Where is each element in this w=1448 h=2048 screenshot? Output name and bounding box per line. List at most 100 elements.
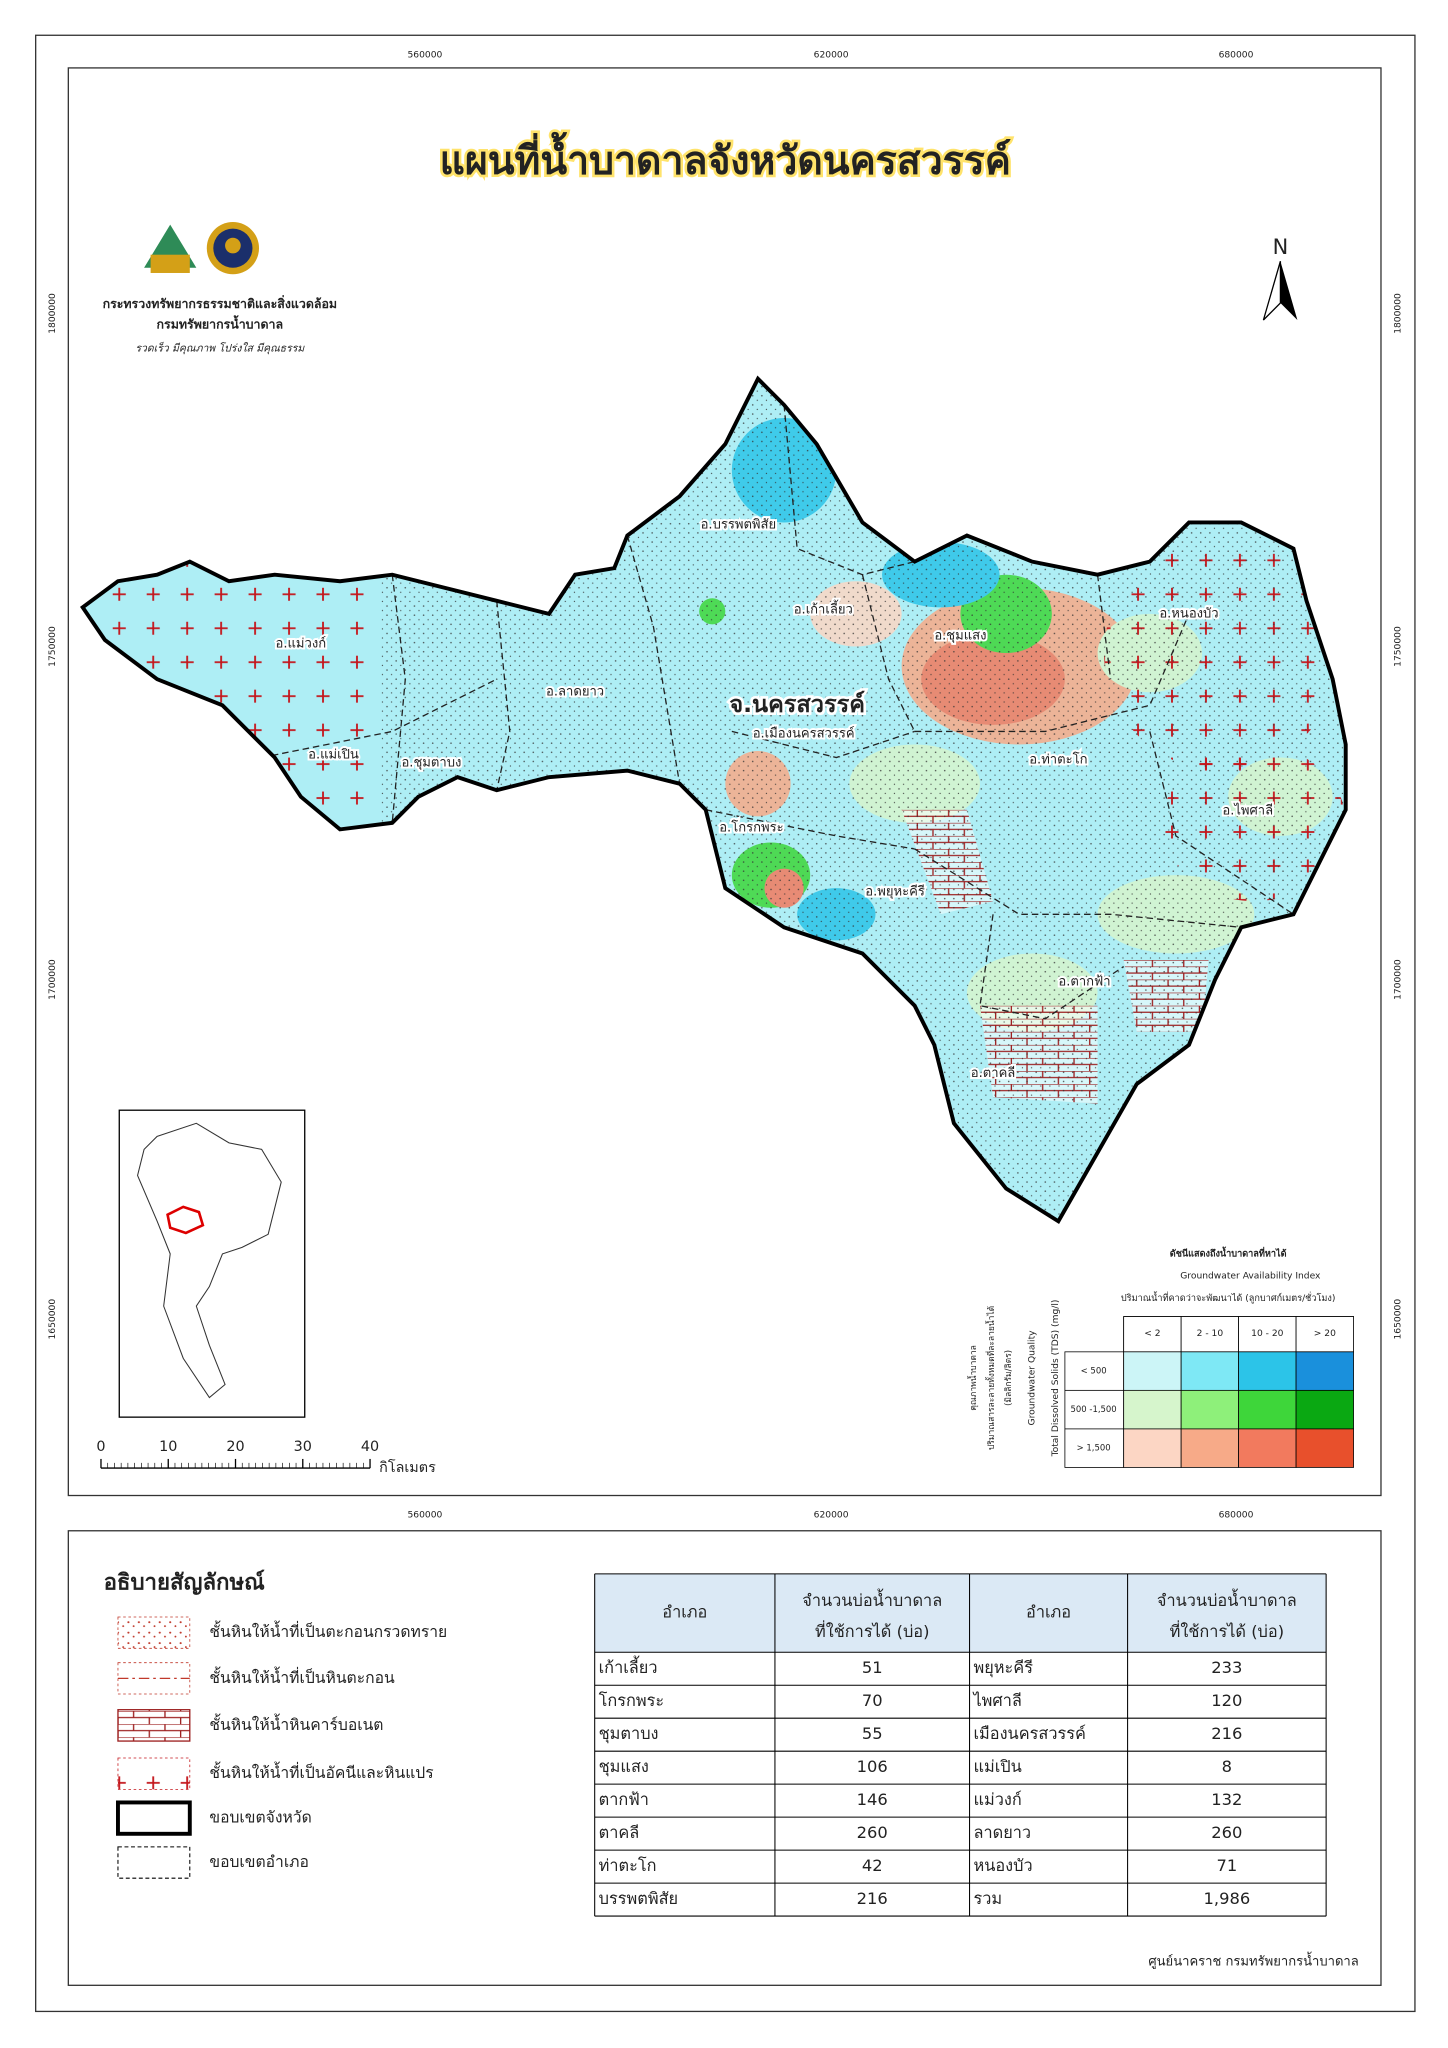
district-label: อ.ท่าตะโก: [1029, 752, 1087, 768]
availability-swatch: [1295, 1389, 1354, 1430]
table-count: 132: [1211, 1790, 1242, 1809]
north-arrow: [1262, 261, 1298, 321]
table-count: 260: [857, 1823, 888, 1842]
legend-item-label: ชั้นหินให้น้ำหินคาร์บอเนต: [209, 1713, 383, 1734]
tds-class-cell: [1064, 1389, 1125, 1430]
availability-swatch: [1180, 1351, 1240, 1391]
legend-item-label: ขอบเขตจังหวัด: [209, 1808, 311, 1827]
north-label: N: [1273, 235, 1289, 259]
table-district: แม่เปิน: [973, 1757, 1021, 1776]
table-district: ชุมตาบง: [599, 1724, 659, 1744]
availability-swatch: [1123, 1351, 1182, 1391]
district-label: อ.เมืองนครสวรรค์: [753, 726, 855, 742]
easting-label: 620000: [814, 50, 849, 60]
symbol-carbonate: [117, 1709, 191, 1742]
northing-label: 1650000: [1393, 1299, 1403, 1340]
district-label: อ.เก้าเลี้ยว: [794, 599, 853, 617]
table-header: จำนวนบ่อน้ำบาดาล: [1157, 1588, 1297, 1610]
symbol-district-boundary: [117, 1846, 191, 1879]
yield-class-cell: [1295, 1316, 1354, 1353]
legend-title: อธิบายสัญลักษณ์: [104, 1570, 266, 1596]
department-name: กรมทรัพยากรน้ำบาดาล: [157, 315, 284, 332]
district-label: อ.พยุหะคีรี: [865, 884, 925, 900]
district-label: อ.ชุมแสง: [934, 629, 986, 644]
northing-label: 1700000: [1393, 959, 1403, 1000]
northing-label: 1750000: [1393, 626, 1403, 667]
quality-label-en: Groundwater Quality: [1028, 1330, 1038, 1426]
table-count: 1,986: [1204, 1889, 1251, 1908]
legend-item-label: ชั้นหินให้น้ำที่เป็นตะกอนกรวดทราย: [209, 1620, 447, 1641]
table-district: ตากฟ้า: [599, 1790, 649, 1809]
tds-class-cell: [1064, 1428, 1125, 1468]
tds-class-label: 500 -1,500: [1071, 1404, 1117, 1414]
table-count: 70: [862, 1691, 883, 1710]
table-count: 146: [857, 1790, 888, 1809]
table-count: 106: [857, 1757, 888, 1776]
easting-label: 620000: [814, 1511, 849, 1521]
district-label: อ.แม่วงก์: [276, 635, 327, 651]
table-district: เก้าเลี้ยว: [599, 1655, 658, 1677]
table-count: 216: [857, 1889, 888, 1908]
easting-label: 680000: [1219, 1511, 1254, 1521]
district-label: อ.บรรพตพิสัย: [701, 518, 777, 533]
table-district: แม่วงก์: [973, 1790, 1021, 1809]
table-header: จำนวนบ่อน้ำบาดาล: [802, 1588, 942, 1610]
district-label: อ.ตาคลี: [971, 1065, 1016, 1081]
table-count: 8: [1222, 1757, 1232, 1776]
table-district: เมืองนครสวรรค์: [973, 1724, 1085, 1743]
quality-label-th: คุณภาพน้ำบาดาล: [967, 1345, 979, 1411]
table-header: อำเภอ: [662, 1603, 707, 1622]
legend-item-label: ชั้นหินให้น้ำที่เป็นอัคนีและหินแปร: [209, 1761, 433, 1782]
table-count: 42: [862, 1856, 883, 1875]
table-header: ที่ใช้การได้ (บ่อ): [815, 1620, 929, 1641]
tds-class-label: < 500: [1081, 1366, 1107, 1376]
symbol-province-boundary: [115, 1800, 192, 1836]
table-count: 71: [1216, 1856, 1237, 1875]
inset-province: [166, 1205, 205, 1235]
district-label: อ.แม่เปิน: [308, 747, 359, 762]
scale-tick-label: 30: [294, 1439, 312, 1455]
availability-swatch: [1238, 1428, 1297, 1468]
northing-label: 1650000: [48, 1299, 58, 1340]
yield-class-label: 10 - 20: [1251, 1329, 1284, 1339]
symbol-sand: [117, 1616, 191, 1649]
table-district: รวม: [973, 1889, 1002, 1908]
table-count: 55: [862, 1724, 883, 1743]
district-label: อ.หนองบัว: [1159, 606, 1218, 621]
inset-thailand: [137, 1122, 282, 1399]
table-count: 51: [862, 1658, 883, 1677]
easting-label: 560000: [407, 50, 442, 60]
district-label: อ.โกรกพระ: [719, 820, 783, 836]
table-grid: [594, 1573, 1327, 1917]
scale-tick-label: 10: [159, 1439, 177, 1455]
logo-department: [206, 222, 260, 275]
northing-label: 1800000: [1393, 293, 1403, 334]
quality-label-en: Total Dissolved Solids (TDS) (mg/l): [1051, 1300, 1061, 1458]
table-district: ท่าตะโก: [599, 1856, 657, 1875]
province-label: จ.นครสวรรค์: [729, 690, 865, 718]
availability-title-en: Groundwater Availability Index: [1180, 1272, 1321, 1282]
availability-swatch: [1295, 1351, 1354, 1391]
table-header: ที่ใช้การได้ (บ่อ): [1170, 1620, 1284, 1641]
quality-label-th: (มิลลิกรัม/ลิตร): [1003, 1350, 1013, 1406]
symbol-igneous: [117, 1757, 191, 1790]
table-header-bg: [594, 1573, 1327, 1653]
yield-label: ปริมาณน้ำที่คาดว่าจะพัฒนาได้ (ลูกบาศก์เม…: [1121, 1290, 1336, 1304]
table-district: ชุมแสง: [599, 1757, 649, 1777]
table-district: โกรกพระ: [599, 1691, 665, 1710]
ministry-name: กระทรวงทรัพยากรธรรมชาติและสิ่งแวดล้อม: [103, 295, 338, 311]
scale-tick-label: 40: [361, 1439, 379, 1455]
scale-tick-label: 0: [96, 1439, 105, 1455]
yield-class-label: < 2: [1144, 1329, 1160, 1339]
table-district: ไพศาลี: [971, 1691, 1021, 1710]
logo-ministry: [144, 224, 197, 273]
motto: รวดเร็ว มีคุณภาพ โปร่งใส มีคุณธรรม: [135, 342, 305, 355]
table-count: 260: [1211, 1823, 1242, 1842]
scale-unit: กิโลเมตร: [379, 1458, 436, 1476]
availability-title-th: ดัชนีแสดงถึงน้ำบาดาลที่หาได้: [1170, 1245, 1287, 1259]
scale-tick-label: 20: [226, 1439, 244, 1455]
table-district: ลาดยาว: [973, 1823, 1031, 1842]
district-label: อ.ไพศาลี: [1222, 803, 1273, 819]
